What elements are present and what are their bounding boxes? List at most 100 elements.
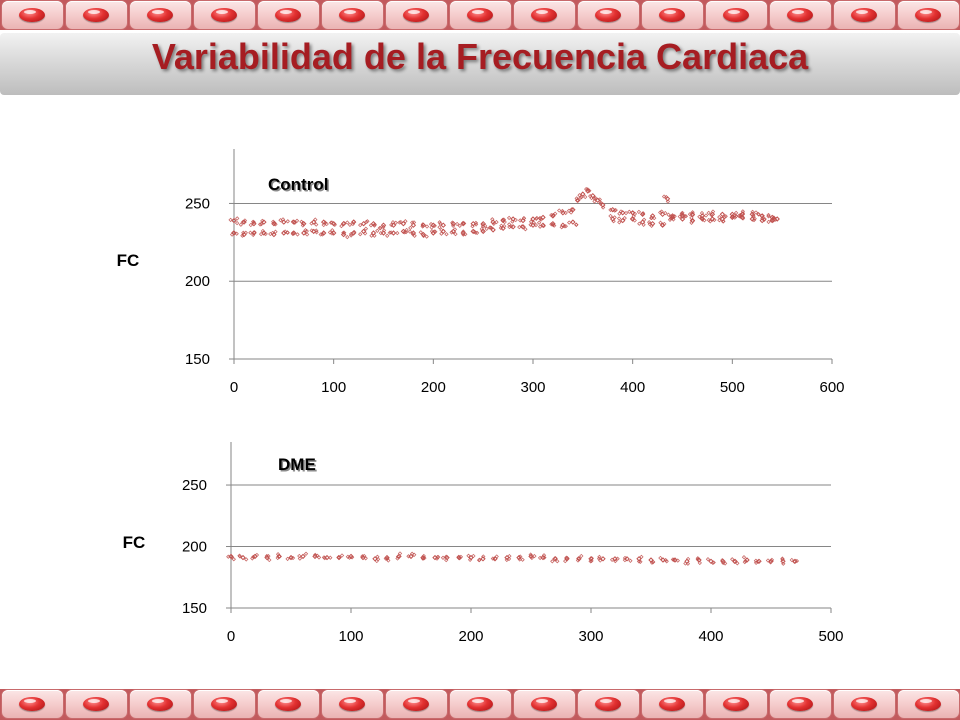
data-point-jitter [491,221,496,226]
x-tick-label: 500 [818,628,843,645]
data-point-jitter [756,211,761,217]
data-point-jitter [587,188,592,193]
data-point-jitter [290,219,296,224]
data-point-jitter [736,213,742,219]
data-point-jitter [541,223,546,229]
data-point-jitter [363,556,368,561]
data-point-jitter [463,232,468,237]
data-point-jitter [536,220,542,225]
data-point-jitter [231,230,236,235]
red-pill-icon [723,8,749,22]
y-tick-label: 250 [185,195,210,212]
data-point-jitter [275,552,281,557]
data-point-jitter [285,556,290,562]
data-point-jitter [531,220,536,225]
red-pill-icon [531,8,557,22]
data-point-jitter [321,222,326,228]
data-point-jitter [661,194,667,199]
data-point-jitter [318,232,323,237]
data-point-jitter [487,225,493,230]
data-point-jitter [741,555,747,560]
data-point [510,224,516,230]
data-point-jitter [263,231,268,237]
data-point-jitter [794,558,800,564]
data-point-jitter [553,211,558,216]
data-point-jitter [328,220,334,225]
data-point-jitter [309,221,314,226]
data-point-jitter [589,558,594,564]
data-point-jitter [404,227,409,233]
data-point [490,219,496,225]
data-point-jitter [668,214,674,219]
data-point-jitter [345,234,350,240]
data-point-jitter [407,229,413,234]
data-point-jitter [252,230,257,235]
data-point-jitter [403,229,409,235]
series-label: DME [278,455,316,474]
red-pill-icon [915,697,941,711]
data-point-jitter [567,220,572,225]
decorative-tile [194,1,255,29]
data-point-jitter [765,558,771,563]
data-point-jitter [283,229,288,234]
top-decorative-band [0,0,960,30]
data-point-jitter [617,211,622,216]
data-point-jitter [717,218,722,223]
red-pill-icon [595,697,621,711]
data-point-jitter [428,221,434,227]
data-point-jitter [385,556,390,561]
data-point-jitter [622,215,627,221]
data-point-jitter [420,222,425,227]
data-point-jitter [597,554,602,560]
data-point-jitter [789,557,794,563]
data-point-jitter [641,222,646,227]
data-point-jitter [385,233,390,238]
data-point-jitter [663,210,668,216]
data-point-jitter [290,230,296,236]
red-pill-icon [851,8,877,22]
data-point-jitter [295,232,300,237]
data-point-jitter [695,557,700,562]
data-point-jitter [422,555,427,561]
data-point [780,558,786,565]
data-point-jitter [598,558,603,563]
data-point-jitter [444,557,449,563]
red-pill-icon [403,697,429,711]
data-point-jitter [363,226,369,231]
data-point-jitter [424,224,430,229]
data-point-jitter [506,556,512,562]
decorative-tile [578,690,639,718]
data-point-jitter [650,559,656,565]
data-point-jitter [553,556,558,561]
data-point [360,220,367,227]
data-point-jitter [273,222,278,227]
data-point-jitter [740,211,746,216]
data-point-jitter [358,232,363,237]
data-point-jitter [584,186,589,192]
data-point-jitter [732,215,737,220]
data-point-jitter [677,214,682,219]
data-point-jitter [529,555,535,561]
decorative-tile [834,1,895,29]
data-point-jitter [248,222,253,228]
data-point-jitter [273,229,278,234]
data-point-jitter [616,216,622,221]
data-point-jitter [679,211,684,216]
data-point-jitter [579,553,584,559]
data-point-jitter [481,554,486,559]
data-point [669,214,676,221]
data-point-jitter [243,230,248,235]
data-point-jitter [579,194,584,200]
data-point-jitter [341,220,347,226]
data-point-jitter [248,230,253,235]
data-point-jitter [589,195,594,201]
data-point-jitter [773,217,778,222]
data-point-jitter [682,213,687,219]
data-point-jitter [240,233,245,238]
x-tick-label: 600 [819,379,844,396]
data-point-jitter [260,218,265,224]
data-point-jitter [438,221,443,226]
y-axis-label: FC [123,533,146,552]
data-point [595,197,601,204]
data-point-jitter [563,558,568,564]
